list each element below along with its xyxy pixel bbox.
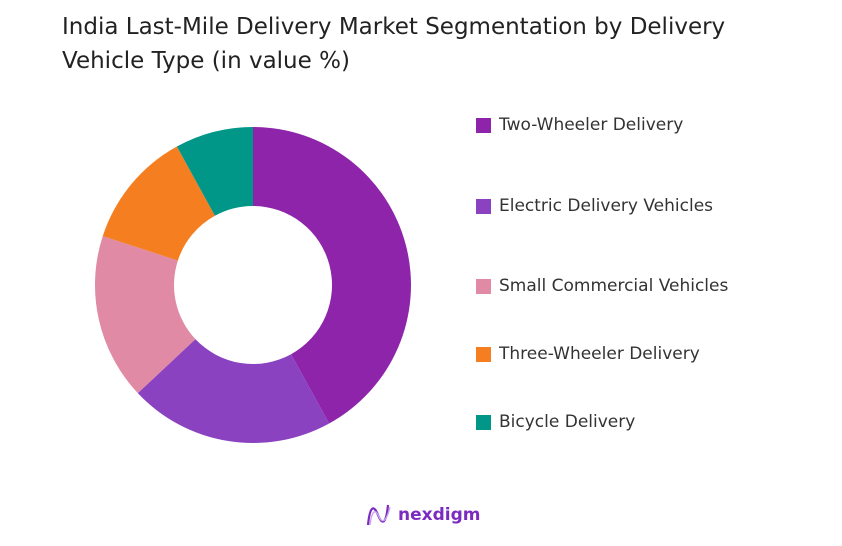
chart-title: India Last-Mile Delivery Market Segmenta… — [62, 14, 726, 74]
legend-item: Two-Wheeler Delivery — [476, 115, 683, 135]
nexdigm-logo-icon — [366, 504, 391, 526]
legend-item: Bicycle Delivery — [476, 412, 635, 432]
nexdigm-logo: nexdigm — [366, 503, 480, 527]
donut-slice-bicycle-delivery — [176, 127, 253, 216]
donut-slice-two-wheeler-delivery — [253, 127, 411, 424]
legend-swatch — [476, 278, 491, 294]
legend-swatch — [476, 346, 491, 362]
legend-item: Electric Delivery Vehicles — [476, 196, 713, 216]
donut-slice-three-wheeler-delivery — [102, 146, 215, 261]
legend-label: Electric Delivery Vehicles — [499, 196, 714, 216]
legend-swatch — [476, 198, 491, 214]
legend-item: Small Commercial Vehicles — [476, 276, 728, 296]
legend-swatch — [476, 117, 491, 133]
legend-label: Three-Wheeler Delivery — [499, 344, 700, 364]
legend-label: Small Commercial Vehicles — [499, 276, 729, 296]
donut-slice-electric-delivery-vehicles — [137, 339, 330, 444]
legend-item: Three-Wheeler Delivery — [476, 344, 700, 364]
logo-text: nexdigm — [398, 505, 481, 525]
legend-swatch — [476, 414, 491, 430]
legend-label: Two-Wheeler Delivery — [499, 115, 684, 135]
legend-label: Bicycle Delivery — [499, 412, 636, 432]
donut-slice-small-commercial-vehicles — [95, 236, 196, 394]
